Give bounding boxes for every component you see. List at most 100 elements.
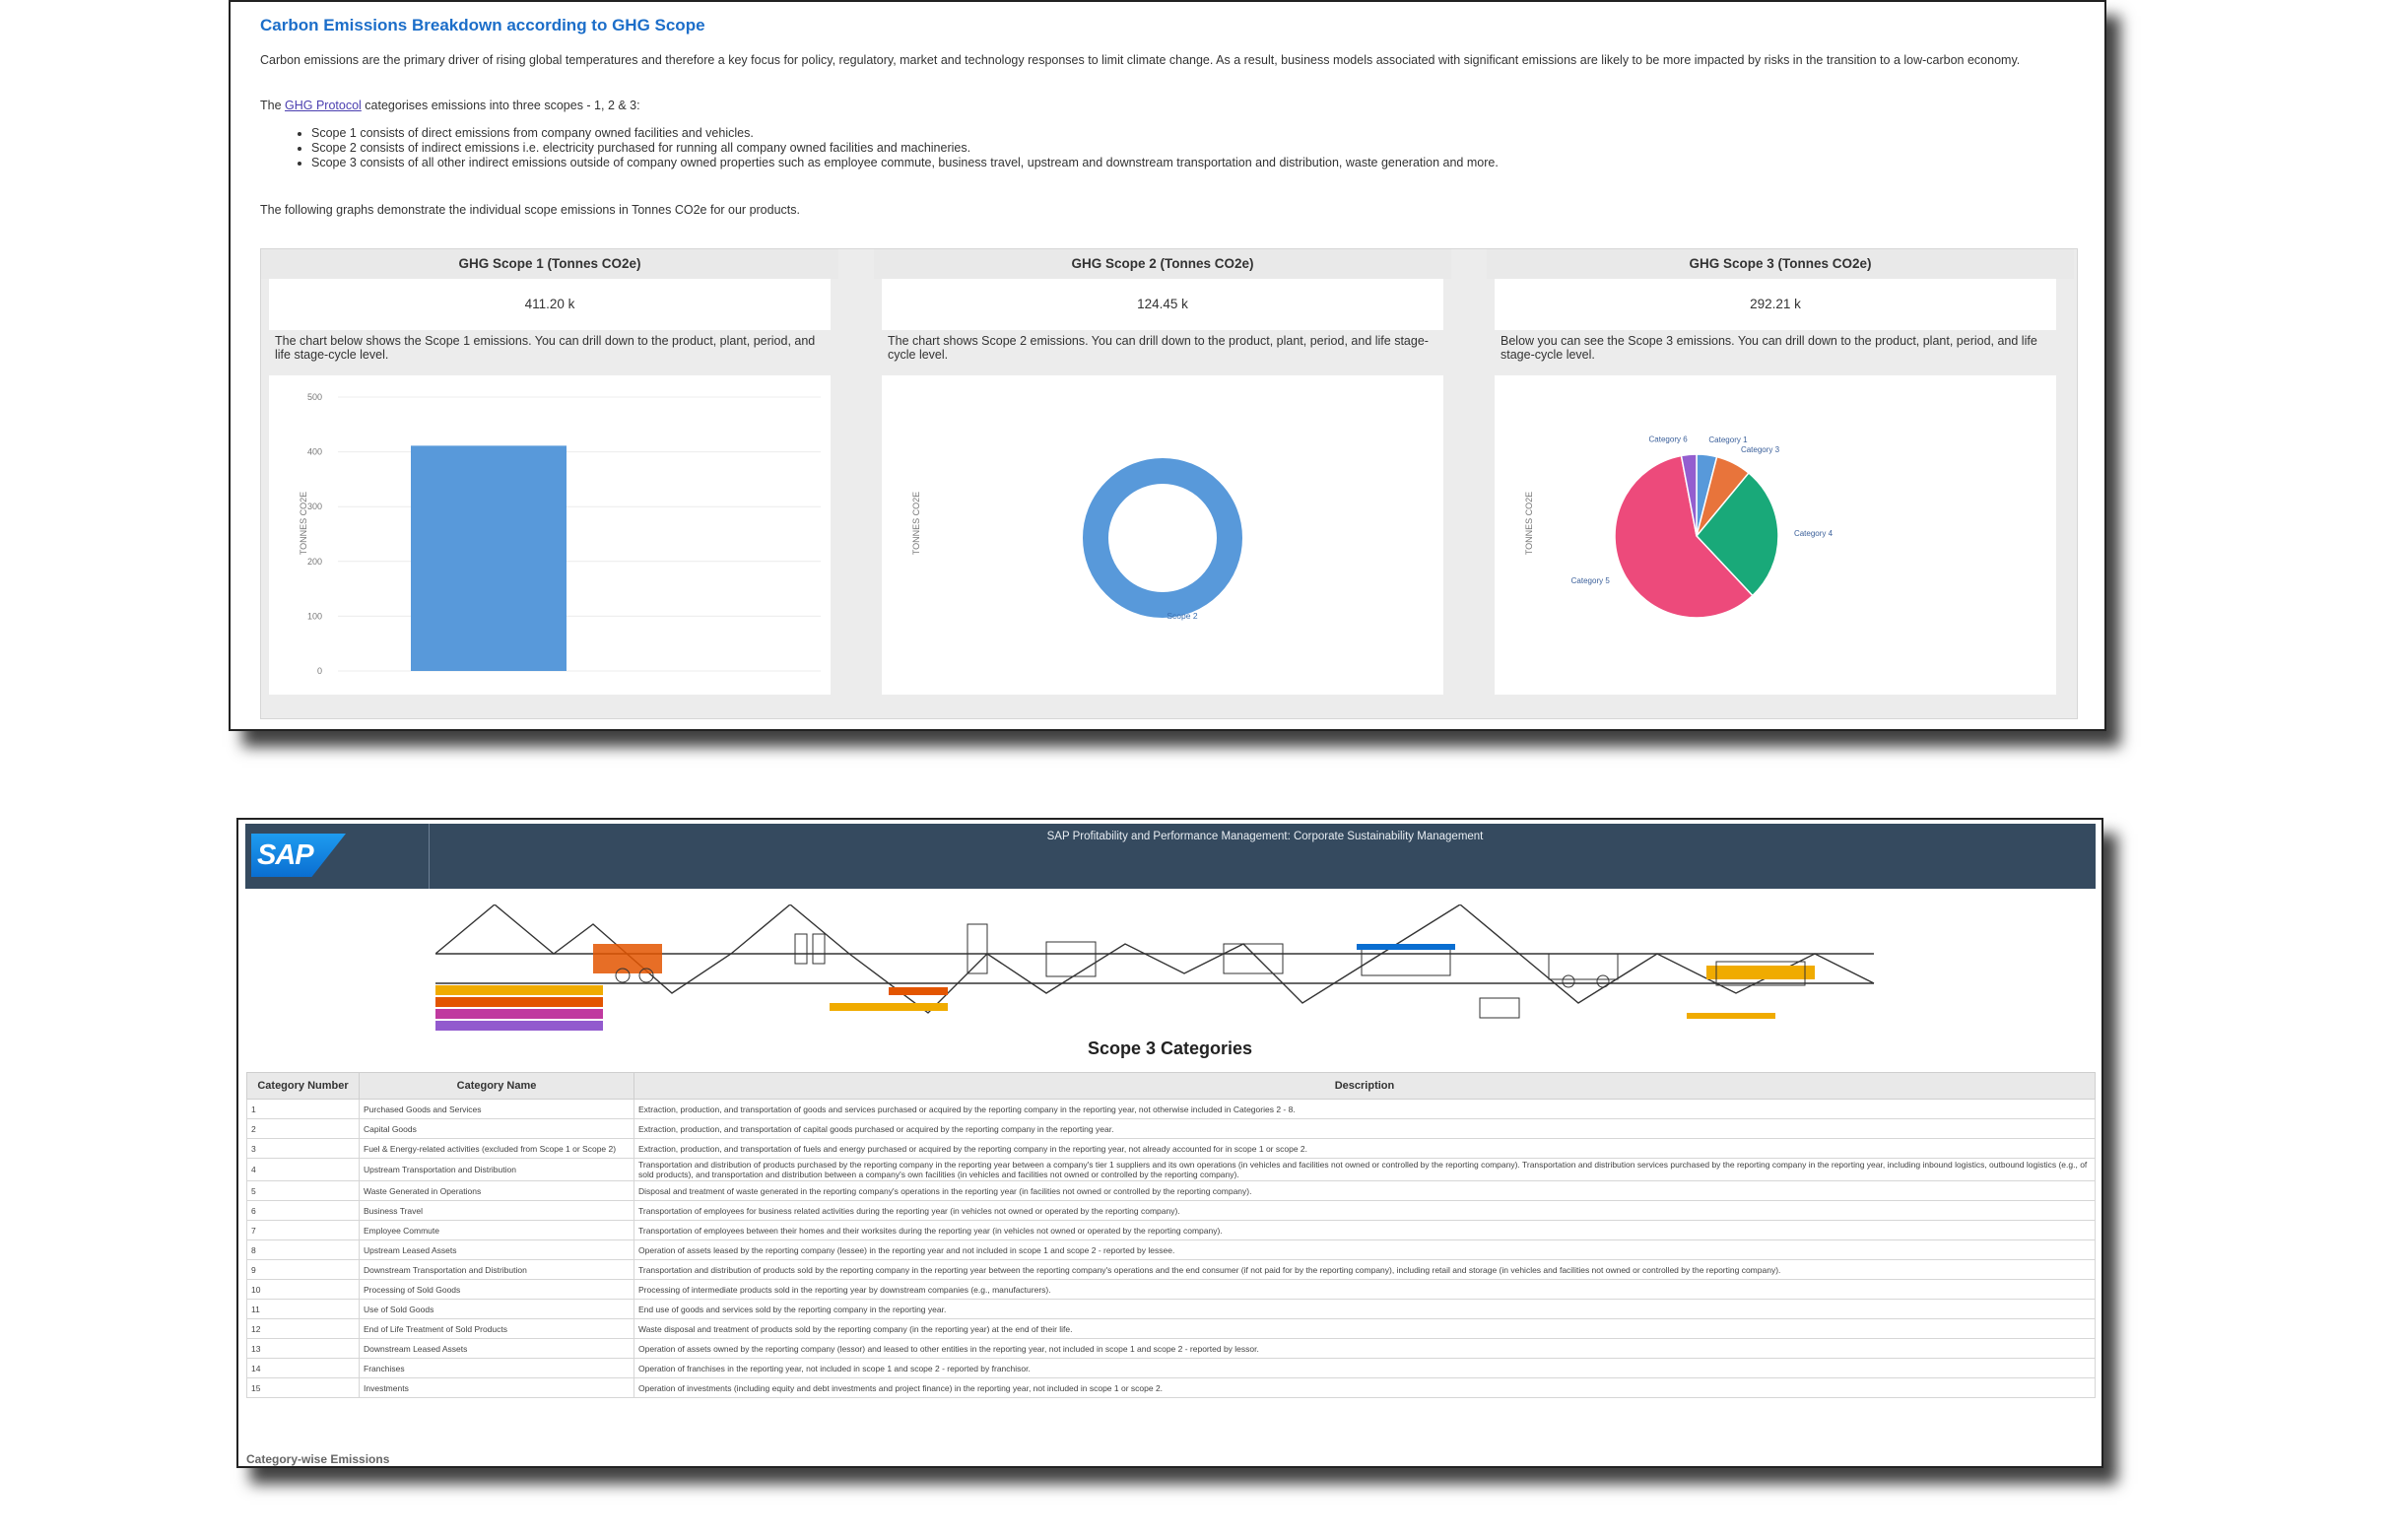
table-cell-name: Employee Commute [359, 1220, 634, 1240]
scope2-donut-chart[interactable]: TONNES CO2E Scope 2 [882, 375, 1443, 695]
table-cell-num: 3 [246, 1138, 360, 1159]
scope3-header: GHG Scope 3 (Tonnes CO2e) [1487, 249, 2074, 279]
scope3-chart[interactable]: TONNES CO2E Category 1 Category 3 Category … [1495, 375, 2056, 695]
slice-label: Category 1 [1708, 435, 1748, 444]
table-cell-name: Use of Sold Goods [359, 1299, 634, 1319]
table-cell-num: 13 [246, 1338, 360, 1359]
category-wise-emissions-label: Category-wise Emissions [246, 1452, 390, 1466]
column-header[interactable]: Category Number [246, 1072, 360, 1100]
ghg-protocol-line: The GHG Protocol categorises emissions i… [260, 99, 640, 112]
story-title: Carbon Emissions Breakdown according to … [260, 16, 705, 34]
table-row[interactable]: 6 Business Travel Transportation of employ… [246, 1200, 2096, 1221]
scope-panels: GHG Scope 1 (Tonnes CO2e) 411.20 k The c… [260, 248, 2078, 719]
table-cell-desc: Waste disposal and treatment of products… [634, 1318, 2096, 1339]
scope1-kpi[interactable]: 411.20 k [269, 279, 831, 330]
y-tick-label: 500 [307, 392, 322, 402]
y-tick-label: 100 [307, 611, 322, 621]
app-title: SAP Profitability and Performance Manage… [1046, 831, 1484, 842]
scope2-chart[interactable]: TONNES CO2E Scope 2 [882, 375, 1443, 695]
table-row[interactable]: 15 Investments Operation of investments (i… [246, 1377, 2096, 1398]
sap-logo[interactable]: SAP [251, 834, 346, 877]
y-tick-label: 0 [317, 666, 322, 676]
table-row[interactable]: 13 Downstream Leased Assets Operation of a… [246, 1338, 2096, 1359]
table-cell-name: Investments [359, 1377, 634, 1398]
table-cell-name: Downstream Leased Assets [359, 1338, 634, 1359]
table-row[interactable]: 10 Processing of Sold Goods Processing of … [246, 1279, 2096, 1300]
table-cell-num: 11 [246, 1299, 360, 1319]
scope3-heading: Scope 3 Categories [1087, 1038, 1253, 1058]
intro-paragraph: Carbon emissions are the primary driver … [260, 53, 2021, 67]
table-row[interactable]: 11 Use of Sold Goods End use of goods and … [246, 1299, 2096, 1319]
scope3-categories-window: SAP SAP Profitability and Performance Ma… [236, 818, 2103, 1468]
table-cell-desc: Transportation of employees between thei… [634, 1220, 2096, 1240]
table-cell-num: 9 [246, 1259, 360, 1280]
scope1-chart[interactable]: 0 100 200 300 400 500 TONNES CO2E [269, 375, 831, 695]
table-row[interactable]: 5 Waste Generated in Operations Disposal a… [246, 1180, 2096, 1201]
table-row[interactable]: 4 Upstream Transportation and Distributio… [246, 1158, 2096, 1181]
table-cell-desc: Transportation of employees for business… [634, 1200, 2096, 1221]
table-row[interactable]: 3 Fuel & Energy-related activities (exclu… [246, 1138, 2096, 1159]
y-tick-label: 300 [307, 502, 322, 511]
scope3-panel: GHG Scope 3 (Tonnes CO2e) 292.21 k Below… [1487, 249, 2074, 718]
donut-slice[interactable] [1083, 458, 1242, 618]
table-body: 1 Purchased Goods and Services Extraction,… [246, 1099, 2096, 1398]
slice-label: Scope 2 [1167, 611, 1197, 621]
emissions-story-window: Carbon Emissions Breakdown according to … [229, 0, 2106, 731]
table-row[interactable]: 8 Upstream Leased Assets Operation of asse… [246, 1239, 2096, 1260]
table-row[interactable]: 2 Capital Goods Extraction, production, an… [246, 1118, 2096, 1139]
scope2-kpi[interactable]: 124.45 k [882, 279, 1443, 330]
y-axis-label: TONNES CO2E [299, 492, 308, 555]
table-cell-desc: End use of goods and services sold by th… [634, 1299, 2096, 1319]
sustainability-illustration [435, 904, 1875, 1031]
table-row[interactable]: 12 End of Life Treatment of Sold Products… [246, 1318, 2096, 1339]
table-cell-num: 2 [246, 1118, 360, 1139]
table-cell-name: Franchises [359, 1358, 634, 1378]
scope2-description: The chart shows Scope 2 emissions. You c… [888, 334, 1429, 362]
table-cell-name: Upstream Leased Assets [359, 1239, 634, 1260]
pie-slice[interactable] [1614, 454, 1754, 619]
scope3-description: Below you can see the Scope 3 emissions.… [1501, 334, 2037, 362]
table-cell-num: 10 [246, 1279, 360, 1300]
protocol-prefix: The [260, 99, 286, 112]
table-row[interactable]: 1 Purchased Goods and Services Extraction,… [246, 1099, 2096, 1119]
table-cell-desc: Transportation and distribution of produ… [634, 1259, 2096, 1280]
column-header[interactable]: Category Name [359, 1072, 634, 1100]
table-cell-num: 6 [246, 1200, 360, 1221]
table-cell-num: 1 [246, 1099, 360, 1119]
bar[interactable] [411, 445, 567, 671]
table-cell-name: Business Travel [359, 1200, 634, 1221]
table-cell-name: Processing of Sold Goods [359, 1279, 634, 1300]
table-row[interactable]: 14 Franchises Operation of franchises in t… [246, 1358, 2096, 1378]
table-cell-name: Fuel & Energy-related activities (exclud… [359, 1138, 634, 1159]
y-axis-label: TONNES CO2E [911, 492, 921, 555]
table-cell-num: 14 [246, 1358, 360, 1378]
sap-logo-text: SAP [257, 839, 314, 871]
table-cell-desc: Operation of assets owned by the reporti… [634, 1338, 2096, 1359]
slice-label: Category 5 [1571, 576, 1611, 585]
scope1-bar-chart[interactable]: 0 100 200 300 400 500 TONNES CO2E [269, 375, 831, 695]
table-cell-num: 4 [246, 1158, 360, 1181]
following-text: The following graphs demonstrate the ind… [260, 203, 800, 217]
table-cell-desc: Extraction, production, and transportati… [634, 1118, 2096, 1139]
scope1-description: The chart below shows the Scope 1 emissi… [275, 334, 816, 362]
scope-list: Scope 1 consists of direct emissions fro… [290, 126, 1499, 170]
pie-slice[interactable] [1696, 471, 1779, 597]
column-header[interactable]: Description [634, 1072, 2096, 1100]
table-cell-desc: Extraction, production, and transportati… [634, 1099, 2096, 1119]
table-cell-desc: Operation of investments (including equi… [634, 1377, 2096, 1398]
y-tick-label: 200 [307, 557, 322, 567]
scope1-panel: GHG Scope 1 (Tonnes CO2e) 411.20 k The c… [261, 249, 838, 718]
ghg-protocol-link[interactable]: GHG Protocol [285, 99, 362, 112]
pie-slice[interactable] [1680, 453, 1698, 537]
table-cell-num: 15 [246, 1377, 360, 1398]
table-cell-name: Purchased Goods and Services [359, 1099, 634, 1119]
table-row[interactable]: 9 Downstream Transportation and Distribut… [246, 1259, 2096, 1280]
table-cell-num: 7 [246, 1220, 360, 1240]
table-cell-desc: Processing of intermediate products sold… [634, 1279, 2096, 1300]
table-cell-name: Waste Generated in Operations [359, 1180, 634, 1201]
table-row[interactable]: 7 Employee Commute Transportation of emplo… [246, 1220, 2096, 1240]
scope3-kpi[interactable]: 292.21 k [1495, 279, 2056, 330]
table-cell-desc: Operation of franchises in the reporting… [634, 1358, 2096, 1378]
table-cell-num: 5 [246, 1180, 360, 1201]
